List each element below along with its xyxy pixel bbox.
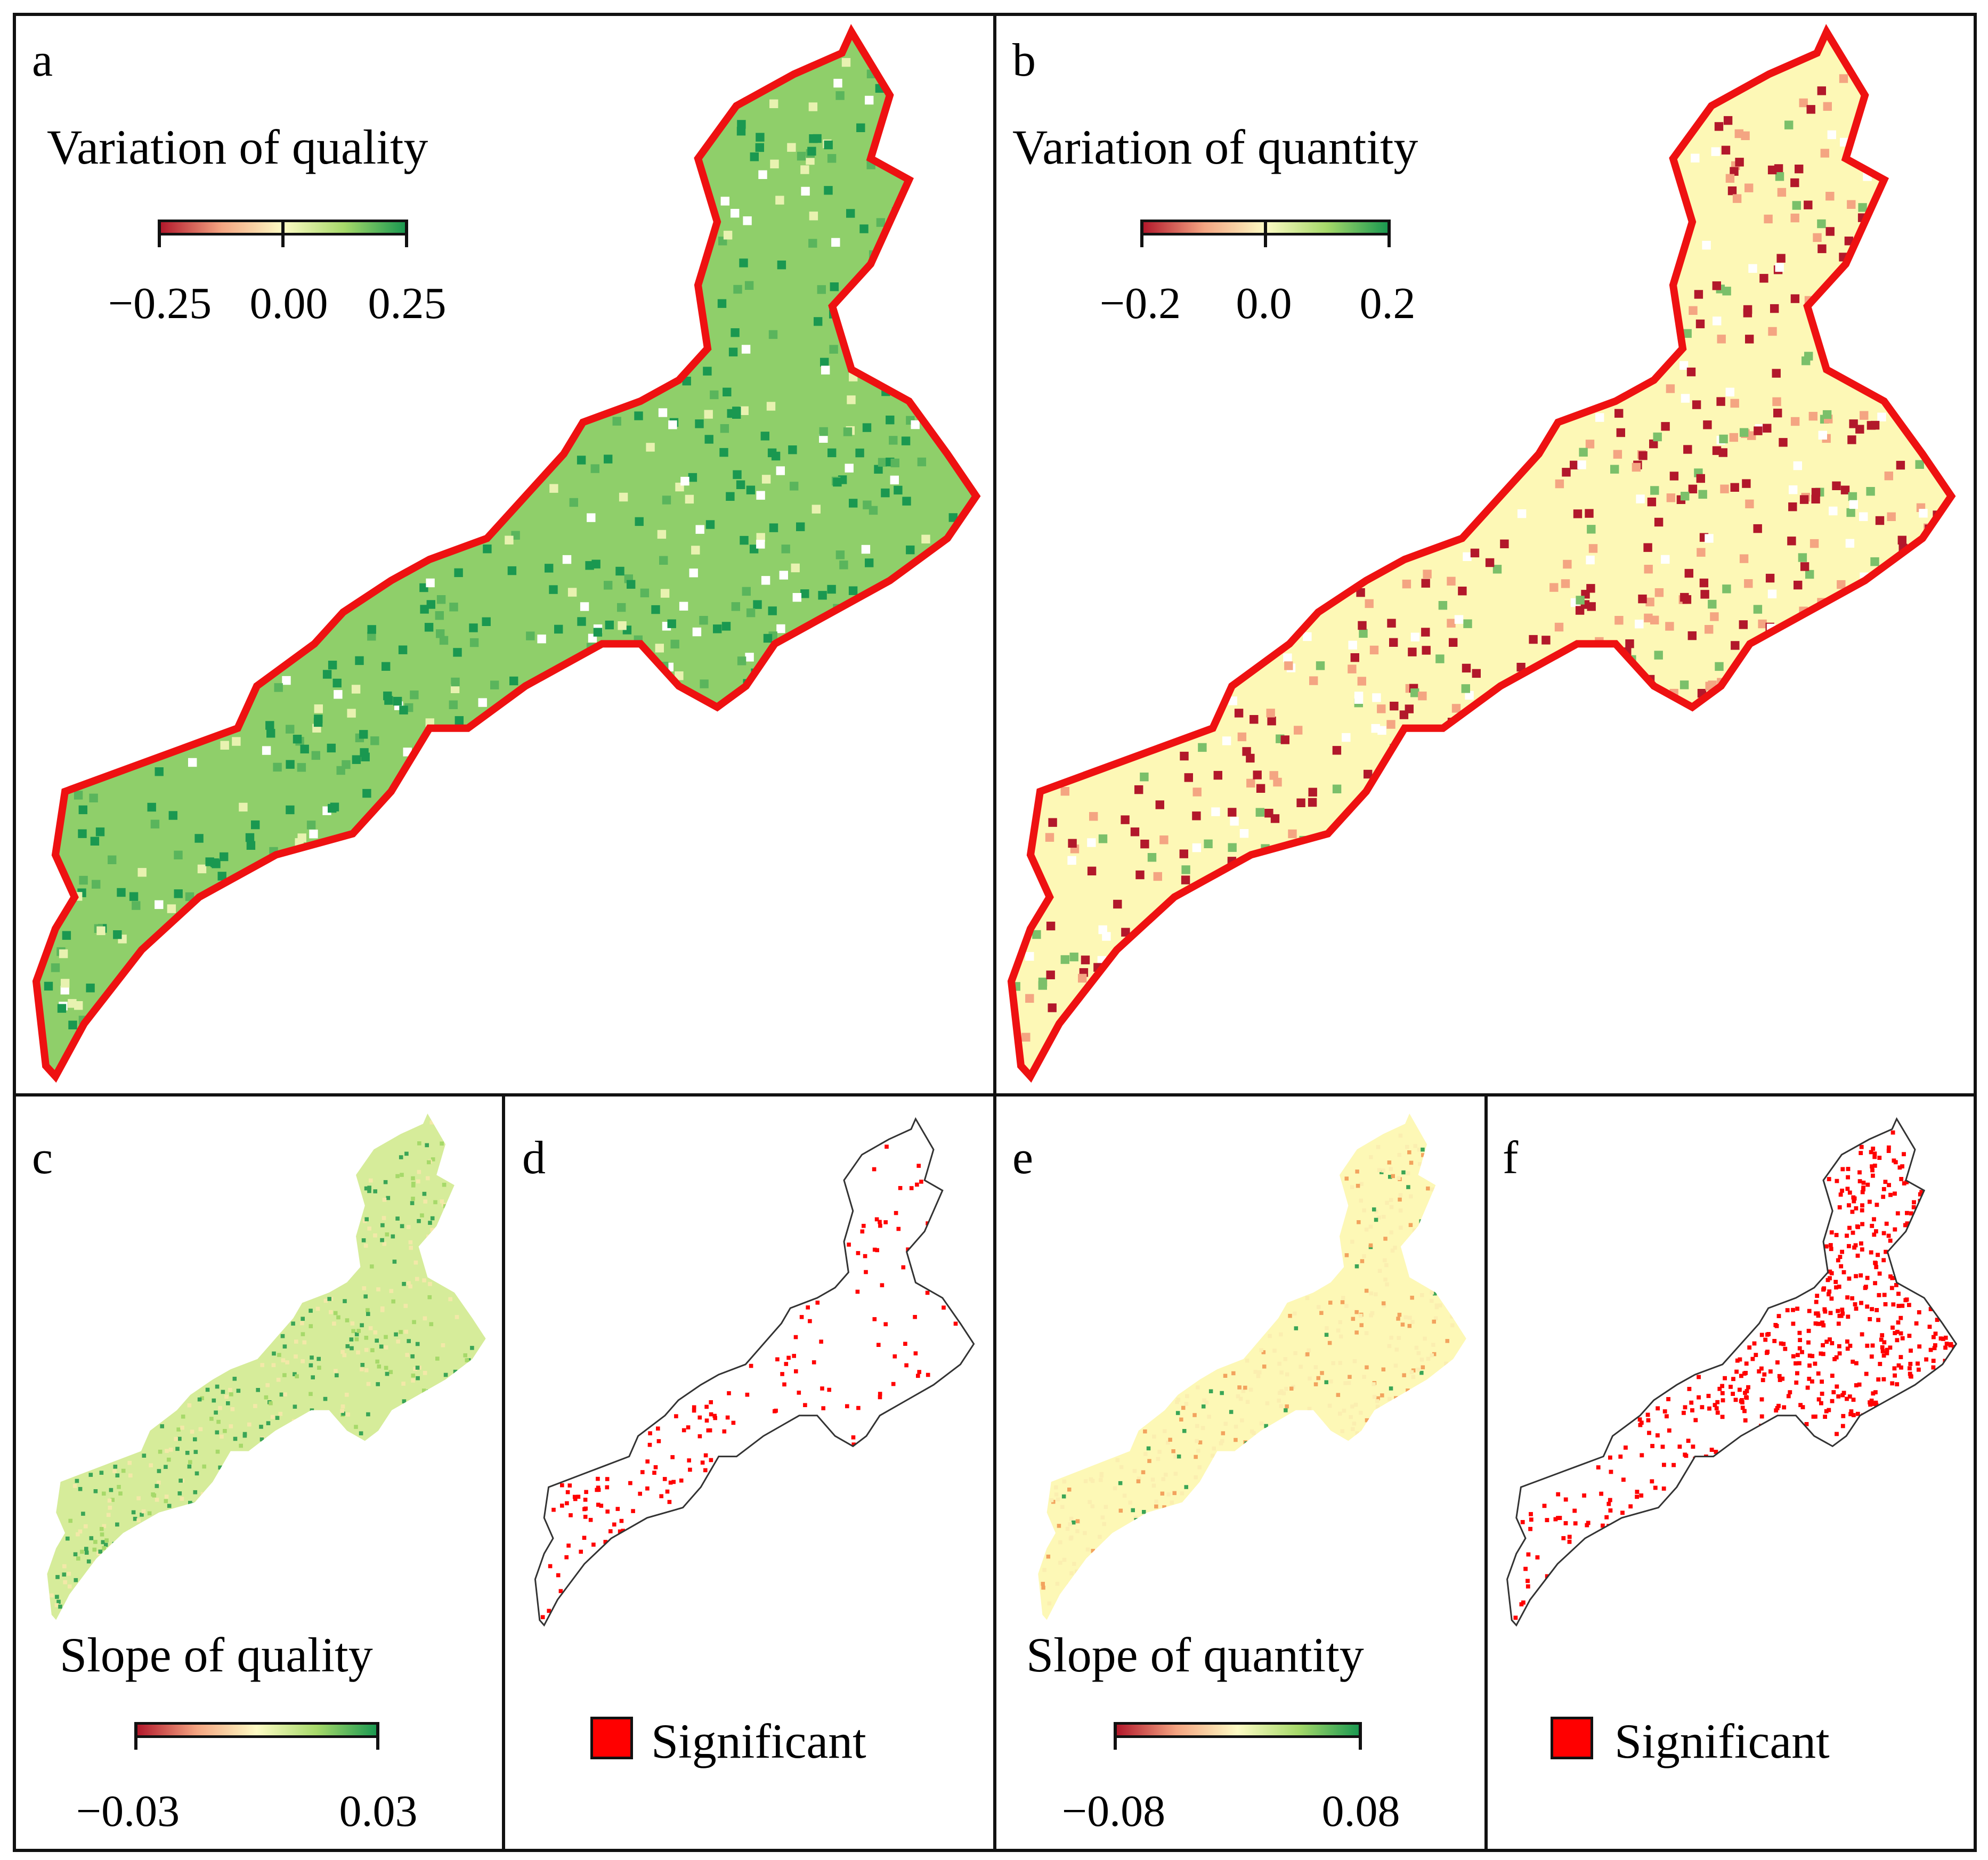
region-outline-b	[1007, 24, 1956, 1083]
region-outline-a	[32, 24, 981, 1083]
panel-b-letter: b	[1012, 35, 1036, 86]
raster-cells-e	[1041, 1133, 1455, 1606]
panel-a-legend-title: Variation of quality	[47, 120, 428, 174]
region-outline-d	[534, 1117, 975, 1627]
panel-c-colorbar	[134, 1722, 379, 1738]
region-outline-f	[1506, 1117, 1958, 1627]
panel-b-legend-title: Variation of quantity	[1012, 120, 1418, 174]
panel-a-tick-high: 0.25	[368, 279, 447, 328]
panel-b-tick-mark	[1387, 220, 1391, 247]
map-d	[534, 1117, 975, 1627]
panel-b-tick-mid: 0.0	[1236, 279, 1292, 328]
panel-f-frame	[1484, 1093, 1977, 1852]
panel-e-tick-mark	[1114, 1722, 1117, 1750]
panel-b-tick-high: 0.2	[1359, 279, 1416, 328]
region-fill-c	[47, 1114, 486, 1620]
panel-e-colorbar	[1114, 1722, 1362, 1738]
panel-b-tick-mark	[1264, 220, 1267, 247]
map-b	[1007, 24, 1956, 1083]
panel-f-significant-swatch	[1551, 1717, 1593, 1759]
panel-a-tick-mid: 0.00	[249, 279, 328, 328]
raster-cells-c	[50, 1120, 474, 1609]
region-fill-f	[1507, 1119, 1957, 1626]
panel-e-tick-low: −0.08	[1061, 1786, 1166, 1836]
panel-c-legend-title: Slope of quality	[60, 1628, 373, 1682]
panel-b-tick-mark	[1140, 220, 1143, 247]
panel-e-tick-high: 0.08	[1321, 1786, 1400, 1836]
panel-e-letter: e	[1012, 1132, 1034, 1184]
panel-d-significant-label: Significant	[651, 1714, 866, 1768]
panel-d-significant-swatch	[590, 1717, 633, 1759]
panel-d-letter: d	[522, 1132, 546, 1184]
raster-cells-f	[1513, 1130, 1956, 1623]
map-c	[47, 1114, 486, 1620]
panel-a-tick-mark	[281, 220, 285, 247]
panel-a-tick-low: −0.25	[108, 279, 212, 328]
map-f	[1506, 1117, 1958, 1627]
panel-a-tick-mark	[158, 220, 161, 247]
panel-c-tick-high: 0.03	[339, 1786, 418, 1836]
region-fill-d	[535, 1119, 974, 1626]
panel-e-tick-mark	[1359, 1722, 1362, 1750]
map-a	[32, 24, 981, 1083]
panel-a-tick-mark	[405, 220, 408, 247]
panel-b-tick-low: −0.2	[1099, 279, 1181, 328]
raster-cells-d	[540, 1144, 958, 1619]
panel-f-letter: f	[1503, 1132, 1519, 1184]
panel-c-letter: c	[32, 1132, 53, 1184]
panel-c-tick-mark	[376, 1722, 379, 1750]
panel-c-tick-low: −0.03	[76, 1786, 180, 1836]
panel-a-letter: a	[32, 35, 53, 86]
panel-f-significant-label: Significant	[1614, 1714, 1830, 1768]
panel-e-legend-title: Slope of quantity	[1026, 1628, 1364, 1682]
map-e	[1038, 1114, 1466, 1620]
panel-c-tick-mark	[134, 1722, 137, 1750]
region-fill-e	[1038, 1114, 1466, 1620]
